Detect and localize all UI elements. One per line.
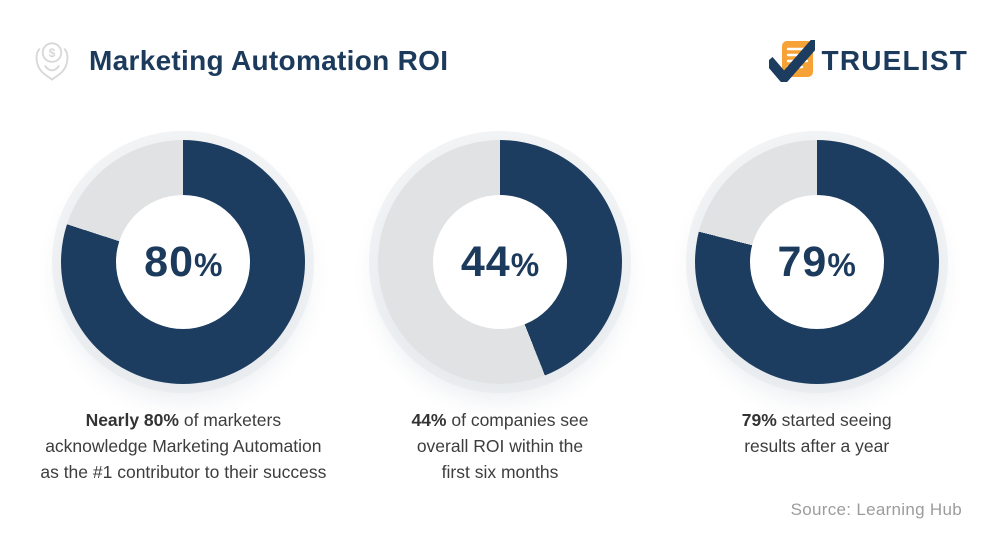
stat-column-80: 80 % Nearly 80% of marketers acknowledge… bbox=[25, 140, 342, 485]
page-title: Marketing Automation ROI bbox=[89, 45, 449, 76]
donut-value: 80 bbox=[144, 237, 195, 286]
donut-value: 79 bbox=[777, 237, 828, 286]
hands-holding-coin-icon: $ bbox=[35, 42, 69, 81]
donut-value: 44 bbox=[460, 237, 511, 286]
donut-center: 44 % bbox=[433, 195, 567, 329]
donut-value-label: 80 % bbox=[144, 238, 222, 287]
donut-center: 80 % bbox=[116, 195, 251, 329]
donut-percent-sign: % bbox=[194, 246, 223, 283]
truelist-clipboard-check-icon bbox=[768, 40, 815, 82]
stat-caption: Nearly 80% of marketers acknowledge Mark… bbox=[40, 410, 327, 482]
source-attribution: Source: Learning Hub bbox=[790, 500, 962, 519]
donut-chart-79: 79 % bbox=[694, 140, 939, 384]
donut-chart-80: 80 % bbox=[61, 140, 306, 384]
stat-column-44: 44 % 44% of companies see overall ROI wi… bbox=[342, 140, 659, 485]
stat-column-79: 79 % 79% started seeing results after a … bbox=[658, 140, 975, 485]
donut-percent-sign: % bbox=[827, 246, 856, 283]
donut-value-label: 44 % bbox=[461, 238, 539, 287]
truelist-logo: TRUELIST bbox=[768, 40, 968, 82]
svg-text:$: $ bbox=[49, 46, 56, 60]
donut-percent-sign: % bbox=[510, 246, 540, 283]
stat-caption: 44% of companies see overall ROI within … bbox=[411, 410, 589, 482]
stat-caption: 79% started seeing results after a year bbox=[741, 410, 892, 456]
truelist-logo-text: TRUELIST bbox=[821, 45, 968, 76]
stats-row: 80 % Nearly 80% of marketers acknowledge… bbox=[25, 140, 975, 485]
donut-chart-44: 44 % bbox=[378, 140, 622, 384]
header: $ Marketing Automation ROI TRUELIST bbox=[25, 34, 968, 88]
donut-value-label: 79 % bbox=[778, 238, 856, 287]
donut-center: 79 % bbox=[749, 195, 884, 329]
